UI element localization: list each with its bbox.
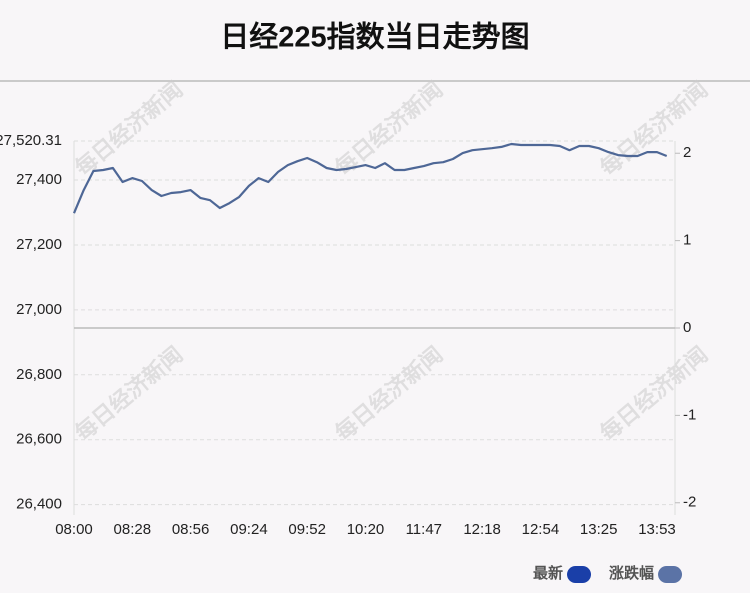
chart-title: 日经225指数当日走势图 — [220, 20, 529, 54]
x-tick-label: 08:00 — [55, 521, 93, 538]
price-line — [72, 142, 668, 214]
y-tick-label: 26,800 — [16, 366, 62, 383]
x-tick-label: 10:20 — [347, 521, 385, 538]
x-tick-label: 12:54 — [522, 521, 560, 538]
x-tick-label: 09:52 — [288, 521, 326, 538]
y-tick-label: 27,200 — [16, 236, 62, 253]
x-tick-label: 08:56 — [172, 521, 210, 538]
y2-tick-label: 0 — [683, 319, 691, 336]
y2-tick-label: 2 — [683, 144, 691, 161]
y-tick-label: 26,400 — [16, 496, 62, 513]
x-tick-label: 11:47 — [406, 521, 442, 538]
x-tick-label: 13:53 — [638, 521, 676, 538]
y-tick-label: 27,520.31 — [0, 132, 62, 149]
legend-swatch — [658, 566, 683, 583]
legend-swatch — [567, 566, 592, 583]
y-tick-label: 27,000 — [16, 301, 62, 318]
x-tick-label: 09:24 — [230, 521, 268, 538]
x-tick-label: 08:28 — [114, 521, 152, 538]
x-tick-label: 12:18 — [463, 521, 501, 538]
y-tick-label: 27,400 — [16, 171, 62, 188]
y2-tick-label: -2 — [683, 494, 696, 511]
legend-label: 涨跌幅 — [609, 564, 654, 582]
y2-tick-label: 1 — [683, 232, 691, 249]
y2-tick-label: -1 — [683, 406, 696, 423]
y-tick-label: 26,600 — [16, 431, 62, 448]
x-tick-label: 13:25 — [580, 521, 618, 538]
legend-label: 最新 — [533, 564, 563, 582]
